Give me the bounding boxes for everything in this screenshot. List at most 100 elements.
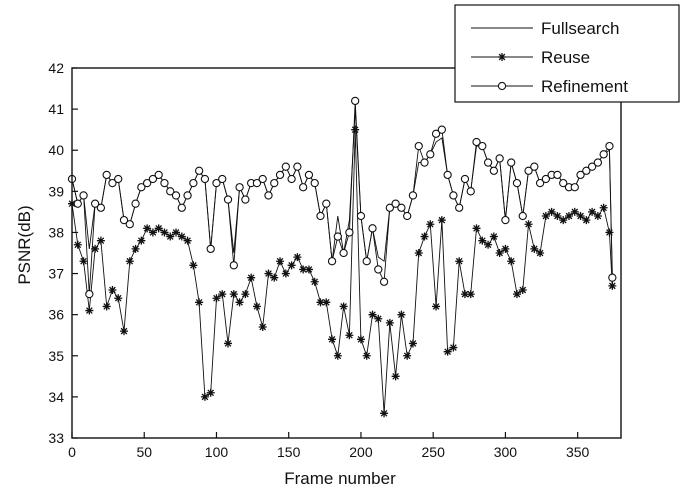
refinement-point — [275, 170, 285, 180]
reuse-point — [276, 257, 285, 266]
reuse-point — [414, 249, 423, 257]
reuse-point — [408, 339, 417, 348]
refinement-point — [79, 191, 88, 200]
refinement-point — [142, 178, 152, 188]
reuse-point — [241, 290, 250, 299]
reuse-point — [553, 212, 562, 220]
reuse-point — [455, 257, 464, 266]
reuse-point — [143, 224, 152, 233]
refinement-point — [223, 195, 233, 204]
reuse-point — [478, 236, 487, 245]
reuse-point — [489, 232, 498, 241]
reuse-point — [183, 236, 192, 245]
refinement-point — [264, 191, 273, 200]
legend-label-reuse: Reuse — [541, 48, 590, 67]
x-tick-label-4: 200 — [349, 444, 373, 460]
x-axis-label: Frame number — [284, 469, 396, 488]
refinement-point — [171, 191, 181, 200]
series-reuse — [68, 125, 617, 418]
refinement-point — [166, 187, 175, 196]
refinement-point — [385, 203, 394, 212]
y-axis-label: PSNR(dB) — [15, 205, 34, 284]
reuse-point — [385, 318, 394, 327]
refinement-point — [489, 166, 499, 175]
refinement-point — [96, 203, 106, 212]
reuse-point — [120, 327, 129, 336]
refinement-point — [351, 96, 360, 106]
refinement-point — [345, 228, 354, 237]
refinement-point — [339, 248, 348, 258]
reuse-point — [114, 294, 123, 303]
refinement-line — [71, 100, 613, 295]
refinement-point — [304, 170, 314, 180]
reuse-point — [397, 310, 406, 319]
reuse-point — [351, 125, 360, 134]
reuse-point — [420, 232, 429, 241]
reuse-point — [437, 216, 446, 225]
refinement-point — [154, 170, 163, 180]
x-tick-label-5: 250 — [422, 444, 446, 460]
refinement-point — [218, 174, 227, 184]
refinement-point — [472, 137, 481, 147]
reuse-point — [148, 228, 157, 237]
refinement-point — [414, 141, 423, 151]
y-tick-label-6: 39 — [48, 183, 64, 199]
refinement-point — [137, 183, 146, 192]
reuse-point — [570, 207, 579, 216]
refinement-point — [512, 178, 522, 188]
refinement-point — [85, 289, 94, 299]
y-tick-label-0: 33 — [48, 430, 64, 446]
reuse-point — [304, 265, 313, 274]
x-tick-label-1: 50 — [136, 444, 152, 460]
refinement-point — [397, 203, 406, 212]
refinement-point — [252, 178, 262, 188]
reuse-point — [507, 257, 516, 266]
x-tick-label-0: 0 — [68, 444, 76, 460]
reuse-point — [356, 335, 365, 344]
reuse-point — [374, 314, 383, 323]
reuse-point — [547, 207, 556, 216]
refinement-point — [235, 183, 244, 192]
reuse-point — [172, 228, 181, 237]
refinement-point — [102, 170, 111, 180]
refinement-point — [270, 178, 279, 188]
refinement-point — [518, 211, 527, 221]
refinement-point — [281, 162, 290, 171]
reuse-point — [108, 286, 117, 294]
refinement-point — [495, 154, 504, 163]
reuse-point — [345, 331, 354, 340]
reuse-point — [564, 212, 573, 220]
refinement-point — [368, 224, 377, 233]
refinement-point — [426, 150, 435, 159]
reuse-point — [102, 302, 111, 311]
plot-frame — [71, 67, 622, 439]
refinement-point — [212, 178, 221, 188]
x-tick-label-6: 300 — [494, 444, 518, 460]
refinement-point — [114, 174, 123, 184]
refinement-point — [310, 178, 319, 188]
y-tick-label-1: 34 — [48, 389, 64, 405]
reuse-point — [293, 253, 302, 262]
reuse-point — [530, 244, 539, 253]
reuse-point — [247, 273, 256, 282]
reuse-point — [131, 244, 140, 253]
refinement-point — [200, 174, 210, 184]
reuse-point — [212, 294, 221, 303]
reuse-point — [541, 212, 550, 220]
refinement-point — [206, 244, 215, 254]
reuse-point — [403, 351, 412, 360]
refinement-point — [530, 162, 539, 171]
reuse-point — [362, 351, 371, 360]
refinement-point — [593, 158, 603, 167]
reuse-point — [501, 244, 510, 253]
reuse-point — [593, 212, 602, 220]
refinement-point — [403, 211, 412, 221]
reuse-point — [605, 228, 614, 237]
y-tick-label-5: 38 — [48, 224, 64, 240]
refinement-point — [478, 141, 487, 151]
refinement-point — [379, 277, 389, 286]
refinement-point — [553, 170, 562, 180]
y-tick-label-9: 42 — [48, 60, 64, 76]
reuse-point — [380, 409, 389, 418]
refinement-point — [108, 178, 117, 188]
